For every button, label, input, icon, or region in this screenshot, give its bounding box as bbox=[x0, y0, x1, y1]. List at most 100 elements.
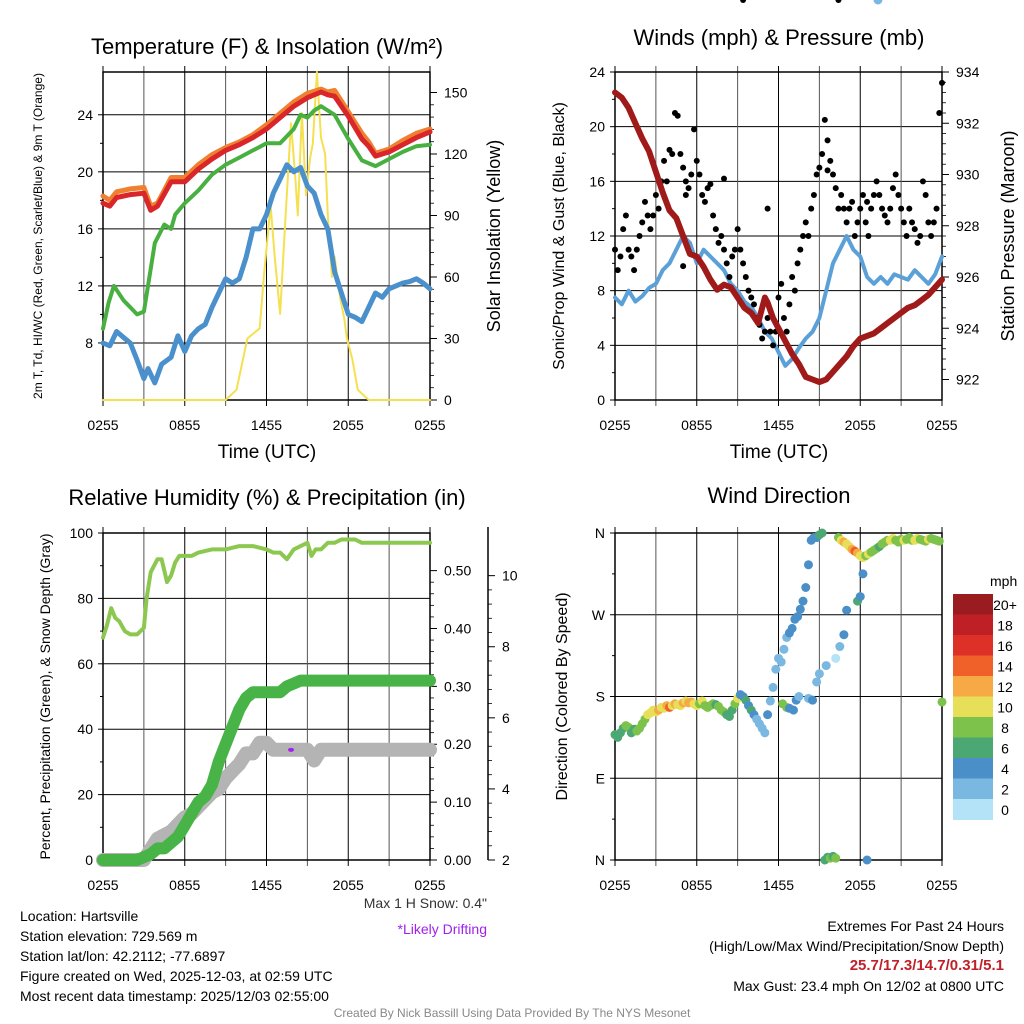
series-relative-humidity bbox=[101, 537, 432, 640]
y-tick-label: 40 bbox=[77, 721, 93, 737]
y-tick-label: 8 bbox=[597, 283, 605, 299]
snow-depth-axis-tick-label: 2 bbox=[502, 852, 510, 868]
drifting-note: *Likely Drifting bbox=[397, 921, 487, 937]
gust-point bbox=[625, 246, 632, 253]
colorbar-label: 2 bbox=[1001, 782, 1009, 798]
colorbar-swatch bbox=[953, 737, 993, 759]
gust-point bbox=[639, 219, 646, 226]
x-tick-label: 0255 bbox=[87, 877, 118, 893]
gust-point bbox=[919, 178, 926, 185]
gust-point bbox=[770, 342, 777, 349]
gust-point bbox=[789, 274, 796, 280]
gust-point bbox=[680, 263, 687, 270]
gust-point bbox=[865, 233, 872, 239]
y-tick-label: 100 bbox=[70, 525, 94, 541]
gust-point bbox=[835, 205, 842, 212]
insolation-axis-tick-label: 90 bbox=[444, 208, 460, 224]
direction-point bbox=[855, 592, 865, 602]
y2-axis-label: Station Pressure (Maroon) bbox=[998, 130, 1018, 341]
pressure-axis-tick-label: 928 bbox=[956, 218, 980, 234]
drift-marker bbox=[288, 747, 295, 752]
gust-point bbox=[805, 233, 812, 239]
colorbar-label: 0 bbox=[1001, 802, 1009, 818]
gust-point bbox=[688, 171, 695, 178]
gust-point bbox=[917, 233, 924, 239]
gust-point bbox=[794, 260, 801, 267]
direction-point bbox=[839, 630, 849, 640]
location-label: Location: Hartsville bbox=[20, 908, 139, 924]
pressure-axis-tick-label: 930 bbox=[956, 167, 980, 183]
colorbar-label: 4 bbox=[1001, 761, 1009, 777]
y-tick-label: 80 bbox=[77, 590, 93, 606]
series-2m-t bbox=[100, 89, 433, 213]
elevation-label: Station elevation: 729.569 m bbox=[20, 928, 198, 944]
latlon-label: Station lat/lon: 42.2112; -77.6897 bbox=[20, 948, 226, 964]
gust-point bbox=[715, 239, 722, 246]
gust-point bbox=[620, 226, 627, 233]
created-label: Figure created on Wed, 2025-12-03, at 02… bbox=[20, 968, 333, 984]
x-axis-label: Time (UTC) bbox=[218, 442, 317, 463]
gust-point bbox=[682, 192, 689, 198]
x-tick-label: 0855 bbox=[169, 877, 200, 893]
gust-point bbox=[740, 0, 747, 3]
colorbar-label: 18 bbox=[997, 618, 1013, 634]
y-tick-label: 4 bbox=[597, 337, 605, 353]
insolation-axis-tick-label: 120 bbox=[444, 146, 468, 162]
gust-point bbox=[895, 192, 902, 198]
gust-point bbox=[862, 219, 869, 226]
gust-point bbox=[843, 219, 850, 226]
gust-point bbox=[693, 157, 700, 164]
insolation-axis-tick-label: 150 bbox=[444, 85, 468, 101]
extremes-values: 25.7/17.3/14.7/0.31/5.1 bbox=[849, 957, 1004, 974]
gust-point bbox=[864, 198, 871, 205]
gust-point bbox=[906, 205, 913, 212]
gust-point bbox=[731, 246, 738, 253]
gust-point bbox=[832, 185, 839, 192]
gust-point bbox=[723, 260, 730, 267]
gust-point bbox=[873, 178, 880, 185]
gust-point bbox=[933, 205, 940, 212]
gust-point bbox=[881, 212, 888, 219]
direction-point bbox=[787, 623, 797, 633]
gust-point bbox=[742, 274, 749, 280]
colorbar-swatch bbox=[953, 696, 993, 718]
x-tick-label: 2055 bbox=[333, 877, 364, 893]
colorbar-label: 12 bbox=[997, 679, 1013, 695]
gust-point bbox=[846, 205, 853, 212]
y-tick-label: N bbox=[595, 852, 605, 868]
gust-point bbox=[827, 157, 834, 164]
y-tick-label: 0 bbox=[85, 852, 93, 868]
gust-point bbox=[674, 112, 681, 119]
gust-point bbox=[682, 178, 689, 185]
direction-point bbox=[831, 653, 841, 663]
gust-point bbox=[701, 198, 708, 205]
colorbar-swatch bbox=[953, 778, 993, 800]
precip-axis-tick-label: 0.40 bbox=[444, 620, 471, 636]
gust-point bbox=[903, 233, 910, 239]
series-insolation bbox=[102, 71, 431, 401]
direction-point bbox=[801, 583, 811, 592]
gust-point bbox=[791, 287, 798, 294]
direction-point bbox=[795, 604, 805, 614]
colorbar-swatch bbox=[953, 594, 993, 615]
series-pressure bbox=[612, 89, 945, 386]
direction-point bbox=[760, 728, 770, 738]
gust-point bbox=[859, 192, 866, 198]
gust-point bbox=[824, 167, 831, 174]
x-tick-label: 0855 bbox=[681, 417, 712, 433]
direction-point bbox=[793, 612, 803, 622]
gust-point bbox=[761, 328, 768, 335]
y-tick-label: 16 bbox=[77, 221, 93, 237]
direction-point bbox=[934, 536, 944, 546]
gust-point bbox=[718, 233, 725, 239]
colorbar-label: 10 bbox=[997, 700, 1013, 716]
colorbar-label: 14 bbox=[997, 659, 1013, 675]
direction-point bbox=[817, 528, 827, 538]
gust-point bbox=[764, 205, 771, 212]
colorbar-swatch bbox=[953, 676, 993, 697]
gust-point bbox=[819, 151, 826, 157]
x-tick-label: 2055 bbox=[845, 417, 876, 433]
gust-point bbox=[712, 226, 719, 233]
gust-point bbox=[775, 294, 782, 301]
